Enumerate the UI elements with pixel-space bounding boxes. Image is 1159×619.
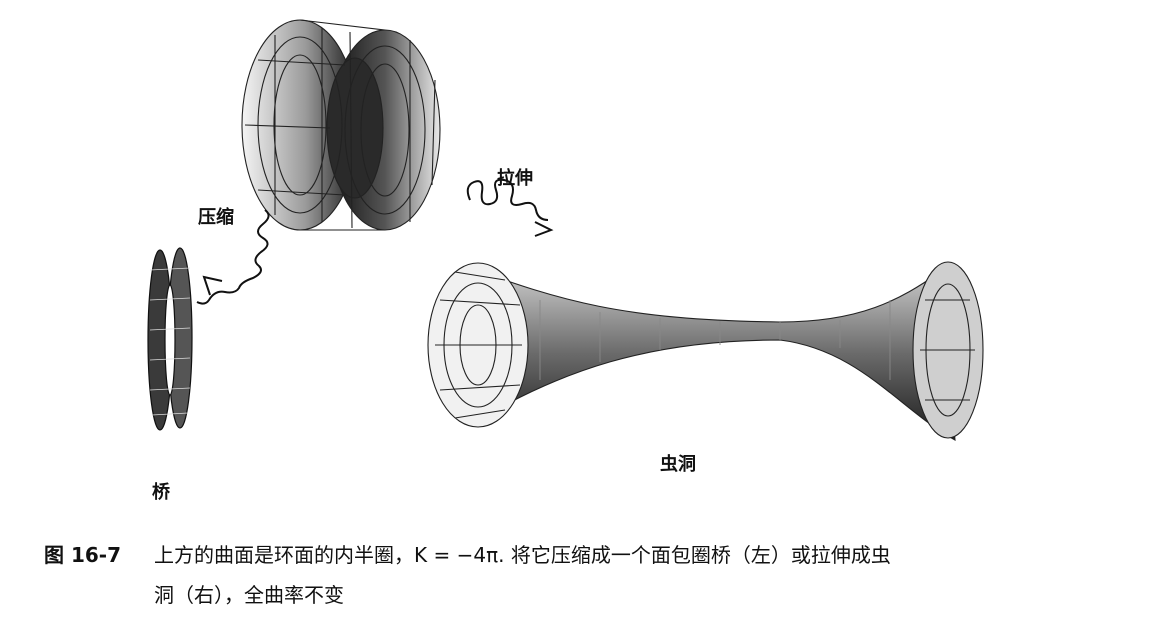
figure-illustration (147, 19, 984, 441)
half-torus-surface (241, 19, 441, 231)
figure-caption: 图 16-7 上方的曲面是环面的内半圈，K = −4π. 将它压缩成一个面包圈桥（… (44, 535, 1124, 615)
bridge-surface (147, 247, 193, 431)
compress-arrow (196, 209, 270, 305)
figure-number: 图 16-7 (44, 543, 122, 567)
compress-label: 压缩 (198, 207, 234, 228)
caption-line-1: 图 16-7 上方的曲面是环面的内半圈，K = −4π. 将它压缩成一个面包圈桥（… (44, 535, 1124, 575)
stretch-arrow (466, 178, 554, 237)
caption-line-2: 洞（右），全曲率不变 (154, 583, 344, 607)
wormhole-surface (427, 261, 984, 441)
stretch-label: 拉伸 (497, 168, 533, 189)
wormhole-label: 虫洞 (660, 454, 696, 475)
caption-text-1: 上方的曲面是环面的内半圈，K = −4π. 将它压缩成一个面包圈桥（左）或拉伸成… (154, 543, 891, 567)
bridge-label: 桥 (152, 482, 170, 503)
